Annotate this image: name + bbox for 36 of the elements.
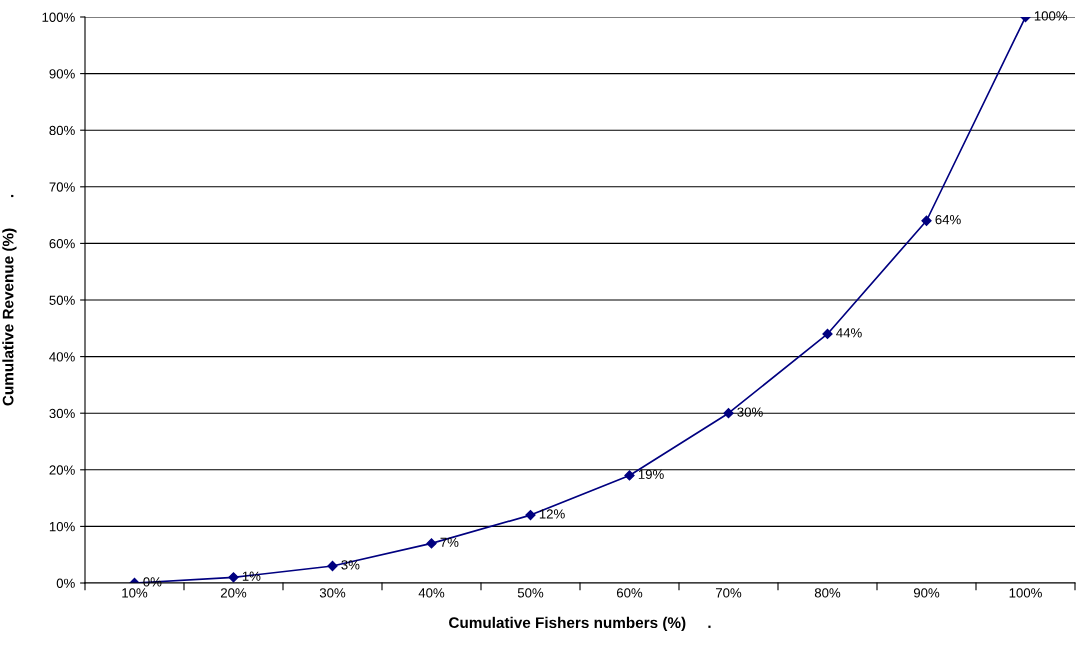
- x-tick-label: 30%: [319, 588, 346, 598]
- x-tick-label: 70%: [715, 588, 742, 598]
- data-label: 100%: [1034, 11, 1068, 21]
- y-tick-label: 80%: [49, 125, 75, 136]
- point: [723, 408, 734, 419]
- point: [624, 470, 635, 481]
- data-label: 19%: [638, 469, 664, 479]
- data-label: 64%: [935, 214, 961, 225]
- y-tick-label: 20%: [49, 465, 75, 475]
- point: [228, 572, 239, 583]
- point: [921, 215, 932, 226]
- y-tick-label: 90%: [49, 69, 75, 79]
- y-tick-label: 0%: [56, 578, 75, 588]
- x-tick-label: 50%: [517, 588, 544, 598]
- x-tick-label: 20%: [220, 588, 247, 598]
- x-tick-label: 60%: [616, 588, 643, 598]
- x-tick-label: 40%: [418, 588, 445, 598]
- point: [426, 538, 437, 549]
- data-label: 3%: [341, 560, 360, 570]
- data-label: 0%: [143, 577, 162, 587]
- data-label: 12%: [539, 509, 565, 519]
- y-tick-label: 70%: [49, 182, 75, 192]
- x-tick-label: 90%: [913, 588, 940, 598]
- x-tick-label: 10%: [122, 588, 148, 598]
- y-tick-label: 100%: [42, 12, 75, 22]
- data-label: 44%: [836, 328, 862, 338]
- y-tick-label: 50%: [49, 295, 75, 305]
- data-label: 7%: [440, 537, 459, 547]
- y-tick-label: 60%: [49, 238, 75, 249]
- x-axis-title: Cumulative Fishers numbers (%) .: [449, 616, 711, 632]
- y-tick-label: 10%: [49, 521, 75, 532]
- y-tick-label: 40%: [49, 352, 75, 362]
- x-tick-label: 80%: [814, 588, 841, 598]
- x-tick-label: 100%: [1009, 588, 1042, 598]
- y-tick-label: 30%: [49, 408, 75, 419]
- y-axis-title: Cumulative Revenue (%) .: [2, 194, 17, 406]
